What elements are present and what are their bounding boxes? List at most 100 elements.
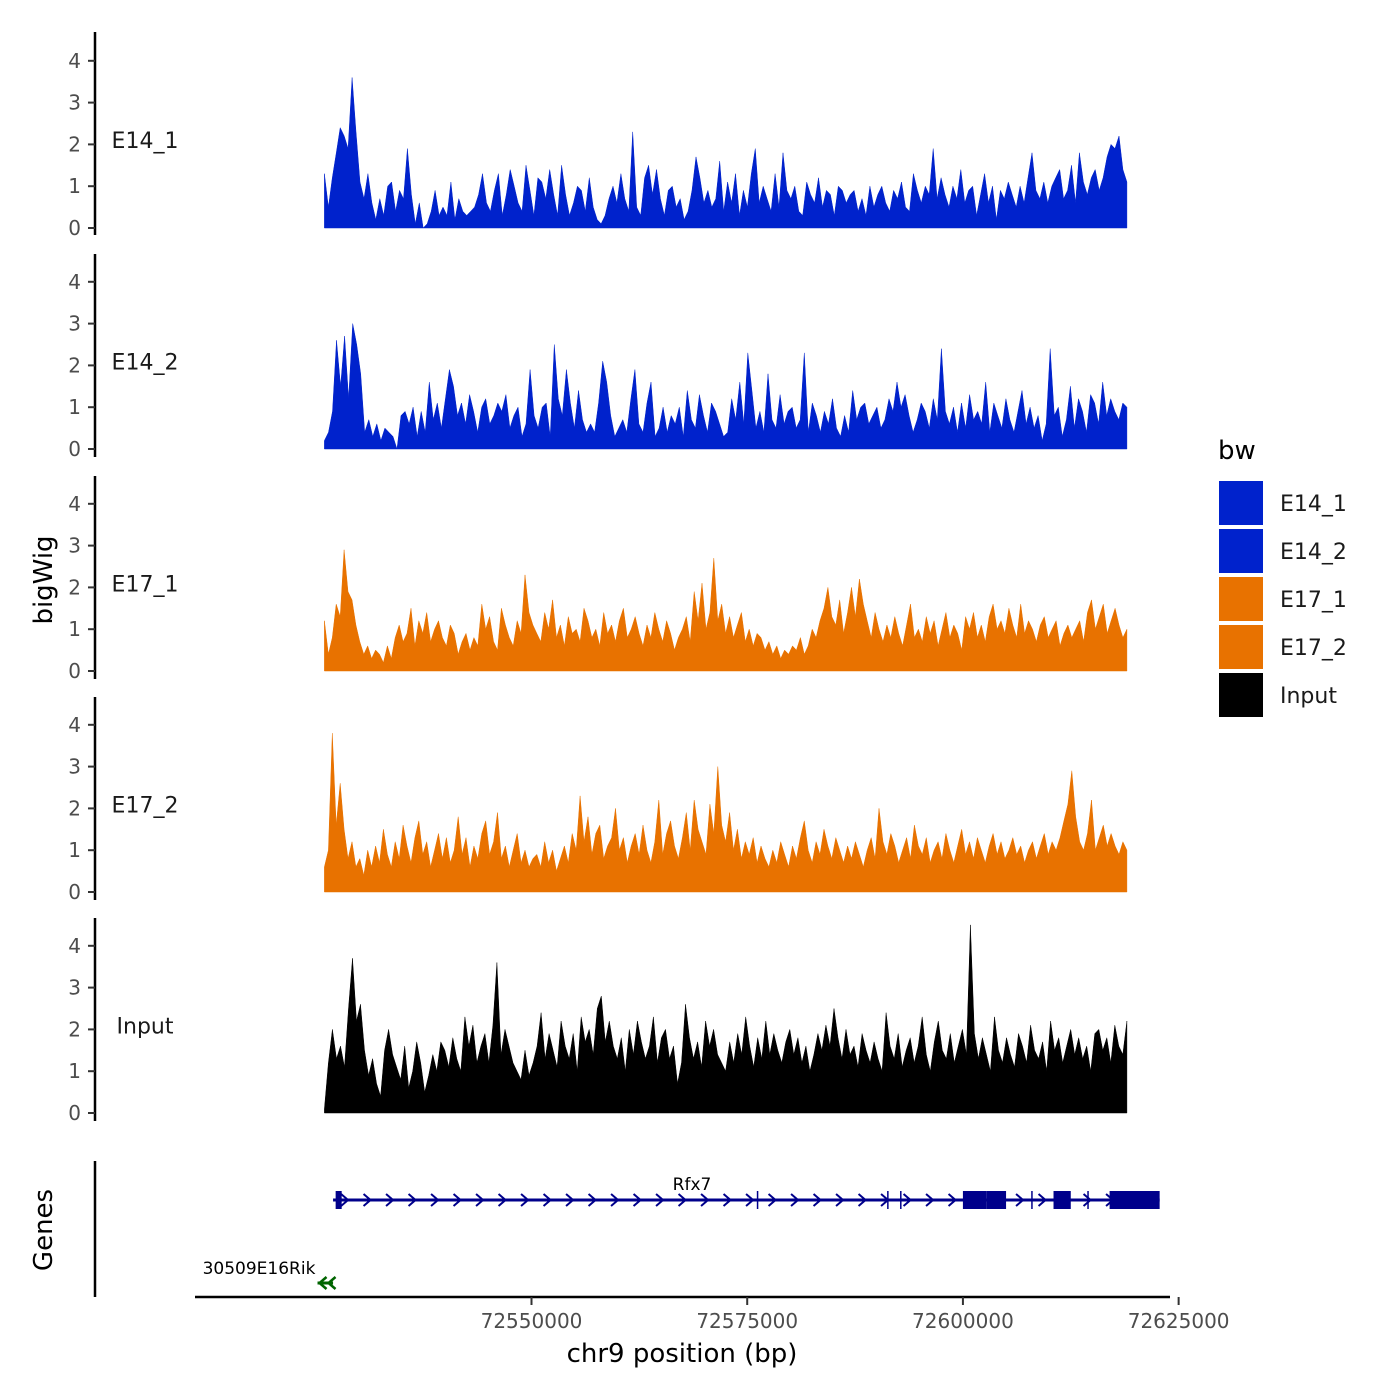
strand-chevron [947,1193,958,1207]
strand-chevron [767,1193,778,1207]
legend-label: E14_2 [1280,540,1347,565]
y-tick-label: 3 [68,755,81,779]
strand-chevron [1015,1193,1025,1207]
exon [335,1191,342,1209]
strand-chevron [407,1193,418,1207]
strand-chevron [326,1276,337,1290]
exon [986,1191,1007,1209]
legend-entry-E17_1: E17_1 [1219,577,1347,621]
x-axis: 72550000 72575000 72600000 72625000 [195,1295,1230,1333]
strand-chevron [430,1193,440,1207]
gene-30509e16rik: 30509E16Rik [203,1259,337,1290]
y-tick-label: 0 [68,1101,81,1125]
y-tick-label: 2 [68,575,81,599]
legend-swatch [1219,529,1263,573]
legend-entry-E14_2: E14_2 [1219,529,1347,573]
y-tick-label: 2 [68,796,81,820]
signal-area-E14_1 [324,77,1128,229]
y-tick-label: 4 [68,713,81,737]
y-tick-label: 3 [68,312,81,336]
strand-chevron [902,1193,913,1207]
y-tick-label: 1 [68,617,81,641]
y-tick-label: 0 [68,659,81,683]
track-label: E17_1 [112,573,179,598]
track-E14_1: 0 1 2 3 4 E14_1 [68,32,1128,240]
strand-chevron [745,1193,755,1207]
track-E17_1: 0 1 2 3 4 E17_1 [68,476,1128,683]
y-tick-label: 1 [68,838,81,862]
strand-chevron [520,1193,530,1207]
track-E14_2: 0 1 2 3 4 E14_2 [68,254,1128,461]
strand-chevron [700,1193,710,1207]
y-tick-label: 1 [68,1059,81,1083]
strand-chevron [497,1193,508,1207]
legend-title: bw [1218,436,1256,466]
legend-label: E14_1 [1280,492,1347,517]
track-label: E17_2 [112,794,179,819]
genes-panel: Rfx7 30509E16Rik [93,1161,1160,1297]
genes-axis-title: Genes [29,1189,59,1271]
y-tick-label: 1 [68,174,81,198]
tracks-layer: 0 1 2 3 4 E14_1 0 1 2 3 4 E14_2 0 1 2 3 4 E17_1 0 1 2 3 4 E17_2… [68,32,1128,1125]
x-tick-label: 72575000 [696,1309,798,1333]
strand-chevron [655,1193,665,1207]
y-tick-label: 3 [68,976,81,1000]
legend-swatch [1219,481,1263,525]
track-Input: 0 1 2 3 4 Input [68,918,1128,1125]
strand-chevron [452,1193,463,1207]
signal-area-E17_1 [324,549,1128,672]
gene-rfx7: Rfx7 [333,1175,1160,1209]
x-axis-title: chr9 position (bp) [567,1339,798,1369]
track-E17_2: 0 1 2 3 4 E17_2 [68,697,1128,904]
y-tick-label: 4 [68,49,81,73]
legend-swatch [1219,625,1263,669]
strand-chevron [362,1193,373,1207]
x-tick-label: 72550000 [481,1309,583,1333]
y-axis-title: bigWig [29,535,59,624]
strand-chevron [835,1193,845,1207]
strand-chevron [610,1193,620,1207]
signal-area-Input [324,924,1128,1114]
y-tick-label: 0 [68,216,81,240]
strand-chevron [677,1193,688,1207]
y-tick-label: 0 [68,437,81,461]
strand-chevron [790,1193,800,1207]
strand-chevron [1082,1193,1093,1207]
legend-label: E17_1 [1280,588,1347,613]
y-tick-label: 2 [68,132,81,156]
y-tick-label: 2 [68,1017,81,1041]
exon [1109,1191,1160,1209]
signal-area-E14_2 [324,323,1128,450]
strand-chevron [812,1193,823,1207]
y-tick-label: 4 [68,934,81,958]
track-label: E14_1 [112,129,179,154]
legend: bw E14_1 E14_2 E17_1 E17_2 Input [1218,436,1347,717]
gene-label-30509e16rik: 30509E16Rik [203,1259,316,1279]
signal-area-E17_2 [324,733,1128,893]
strand-chevron [565,1193,575,1207]
strand-chevron [1037,1193,1048,1207]
strand-chevron [317,1276,328,1290]
strand-chevron [340,1193,350,1207]
legend-swatch [1219,577,1263,621]
strand-chevron [587,1193,598,1207]
legend-label: E17_2 [1280,636,1347,661]
legend-swatch [1219,673,1263,717]
strand-chevron [542,1193,553,1207]
exon [962,1191,987,1209]
y-tick-label: 1 [68,395,81,419]
y-tick-label: 3 [68,91,81,115]
strand-chevron [475,1193,485,1207]
gene-label-rfx7: Rfx7 [673,1175,712,1195]
strand-chevron [722,1193,733,1207]
strand-chevron [632,1193,643,1207]
x-tick-label: 72625000 [1128,1309,1230,1333]
y-tick-label: 2 [68,353,81,377]
x-tick-label: 72600000 [912,1309,1014,1333]
strand-chevron [857,1193,868,1207]
track-label: Input [117,1015,174,1040]
legend-label: Input [1280,684,1337,709]
y-tick-label: 0 [68,880,81,904]
track-label: E14_2 [112,351,179,376]
